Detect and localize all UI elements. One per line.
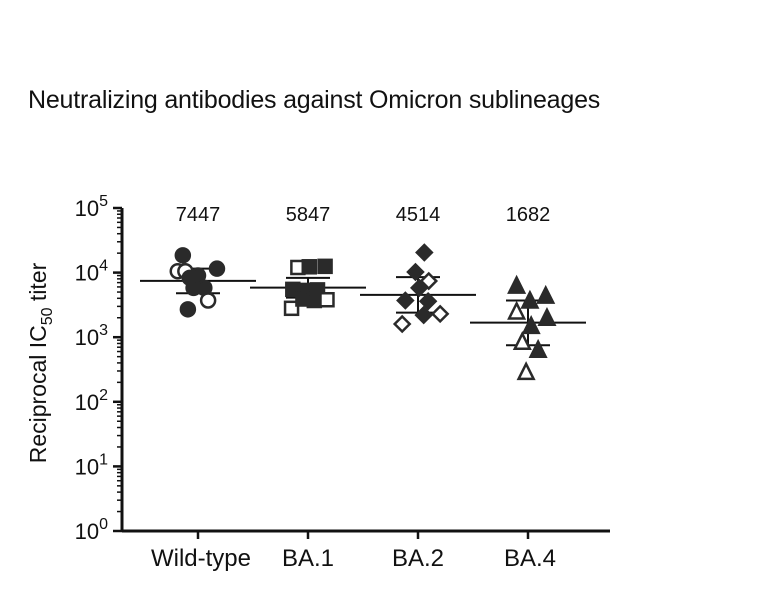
triangle-point bbox=[507, 274, 527, 294]
y-axis-label: Reciprocal IC50 titer bbox=[25, 262, 56, 463]
geomean-label: 1682 bbox=[506, 204, 551, 226]
triangle-point bbox=[536, 284, 556, 304]
x-tick-label: Wild-type bbox=[151, 545, 251, 572]
diamond-point bbox=[414, 305, 433, 325]
chart-title: Neutralizing antibodies against Omicron … bbox=[28, 86, 601, 114]
y-tick-label: 101 bbox=[75, 451, 108, 479]
square-point bbox=[306, 292, 323, 309]
x-tick-label: BA.2 bbox=[392, 545, 444, 572]
y-tick-label: 102 bbox=[75, 387, 108, 415]
triangle-point bbox=[507, 300, 527, 320]
y-tick-label: 105 bbox=[75, 193, 108, 221]
circle-point bbox=[174, 247, 192, 264]
geomean-label: 4514 bbox=[396, 204, 441, 226]
diamond-point bbox=[415, 243, 434, 262]
x-tick-label: BA.1 bbox=[282, 545, 334, 572]
diamond-point bbox=[406, 262, 425, 282]
circle-point bbox=[199, 292, 217, 309]
circle-point bbox=[208, 260, 226, 277]
circle-point bbox=[179, 301, 197, 318]
triangle-point bbox=[520, 289, 540, 309]
triangle-point bbox=[528, 338, 548, 358]
x-tick-label: BA.4 bbox=[504, 545, 556, 572]
triangle-point bbox=[516, 361, 536, 381]
data-points bbox=[169, 243, 557, 381]
diamond-point bbox=[392, 314, 412, 334]
square-point bbox=[301, 259, 318, 275]
y-tick-label: 104 bbox=[75, 258, 108, 286]
diamond-point bbox=[396, 291, 415, 310]
diamond-point bbox=[418, 291, 438, 311]
triangle-point bbox=[521, 315, 541, 335]
square-point bbox=[283, 300, 300, 317]
diamond-point bbox=[409, 278, 429, 298]
square-point bbox=[317, 258, 333, 275]
geomean-label: 5847 bbox=[286, 204, 331, 226]
square-point bbox=[319, 291, 335, 308]
y-tick-label: 103 bbox=[75, 322, 108, 350]
labels: 100 101 102 103 104 105 Wild-type BA.1 BA.2 BA.4 7… bbox=[25, 193, 556, 572]
diamond-point bbox=[430, 304, 450, 324]
triangle-point bbox=[537, 306, 557, 327]
triangle-point bbox=[512, 330, 532, 351]
axes bbox=[113, 206, 610, 539]
y-tick-label: 100 bbox=[75, 516, 108, 544]
geomean-label: 7447 bbox=[176, 204, 221, 226]
